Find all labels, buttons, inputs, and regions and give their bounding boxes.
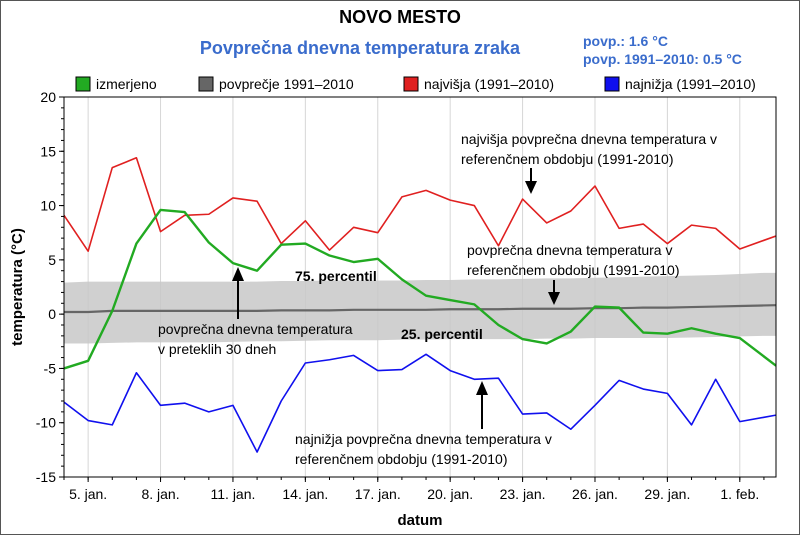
percentile-band-area <box>64 272 776 344</box>
max-note-line1: najvišja povprečna dnevna temperatura v <box>461 131 717 147</box>
y-tick-label: 0 <box>48 306 56 322</box>
series-line-min <box>64 353 776 453</box>
x-tick-label: 8. jan. <box>141 486 179 502</box>
percentile-75-label: 75. percentil <box>295 268 377 284</box>
annotations: najvišja povprečna dnevna temperatura v … <box>158 131 717 467</box>
chart-subtitle: Povprečna dnevna temperatura zraka <box>200 38 521 58</box>
x-tick-label: 20. jan. <box>427 486 473 502</box>
series-lines <box>64 157 776 453</box>
x-axis: 5. jan. 8. jan. 11. jan. 14. jan. 17. jan. 20… <box>63 477 765 502</box>
min-note-line2: referenčnem obdobju (1991-2010) <box>295 451 507 467</box>
legend-swatch <box>198 76 214 92</box>
stat-average: povp.: 1.6 °C <box>583 33 668 49</box>
legend: izmerjeno povprečje 1991–2010 najvišja (19… <box>75 76 756 92</box>
legend-swatch <box>75 76 91 92</box>
legend-label: najnižja (1991–2010) <box>625 76 756 92</box>
series-line-measured <box>64 208 776 370</box>
x-tick-label: 26. jan. <box>572 486 618 502</box>
chart-title: NOVO MESTO <box>339 7 461 27</box>
y-tick-label: 15 <box>40 143 56 159</box>
y-tick-label: 10 <box>40 198 56 214</box>
max-note-line2: referenčnem obdobju (1991-2010) <box>461 151 673 167</box>
x-tick-label: 14. jan. <box>282 486 328 502</box>
y-axis: -15 -10 -5 0 5 10 15 20 <box>36 89 64 485</box>
y-axis-label: temperatura (°C) <box>9 228 26 346</box>
arrow-max-note <box>525 168 537 194</box>
arrow-avg-ref-note <box>548 280 560 305</box>
legend-swatch <box>403 76 419 92</box>
percentile-band <box>64 272 776 344</box>
legend-label: najvišja (1991–2010) <box>424 76 554 92</box>
y-tick-label: -10 <box>36 415 56 431</box>
x-tick-label: 11. jan. <box>211 486 256 502</box>
x-tick-label: 17. jan. <box>355 486 401 502</box>
avg-ref-note-line2: referenčnem obdobju (1991-2010) <box>467 262 679 278</box>
x-tick-label: 1. feb. <box>720 486 759 502</box>
percentile-25-label: 25. percentil <box>401 326 483 342</box>
series-line-average <box>64 304 776 314</box>
y-tick-label: 20 <box>40 89 56 105</box>
min-note-line1: najnižja povprečna dnevna temperatura v <box>295 431 552 447</box>
plot-border <box>63 96 777 478</box>
y-tick-label: -5 <box>44 360 57 376</box>
arrow-last30-note <box>232 267 244 319</box>
x-axis-label: datum <box>398 512 443 529</box>
avg-ref-note-line1: povprečna dnevna temperatura v <box>467 242 672 258</box>
x-tick-label: 23. jan. <box>500 486 546 502</box>
arrow-min-note <box>476 381 488 429</box>
y-tick-label: 5 <box>48 252 56 268</box>
last30-note-line1: povprečna dnevna temperatura <box>158 321 353 337</box>
y-tick-label: -15 <box>36 469 56 485</box>
series-line-max <box>64 157 776 252</box>
x-tick-label: 29. jan. <box>644 486 690 502</box>
x-tick-label: 5. jan. <box>69 486 107 502</box>
legend-label: povprečje 1991–2010 <box>219 76 354 92</box>
legend-swatch <box>604 76 620 92</box>
stat-average-reference: povp. 1991–2010: 0.5 °C <box>583 51 742 67</box>
legend-label: izmerjeno <box>96 76 157 92</box>
last30-note-line2: v preteklih 30 dneh <box>158 341 276 357</box>
